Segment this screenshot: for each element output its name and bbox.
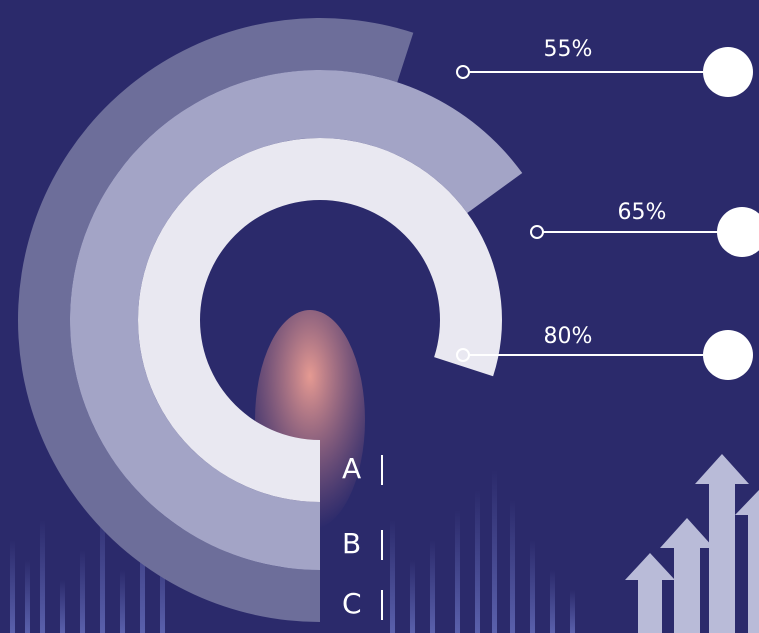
ring: [70, 70, 523, 570]
category-label: A: [342, 452, 361, 485]
connector-knob: [703, 47, 753, 97]
connector-knob: [703, 330, 753, 380]
ring: [138, 138, 503, 502]
connector-dot: [456, 348, 470, 362]
value-label: 65%: [618, 200, 667, 225]
connector-dot: [530, 225, 544, 239]
connector-knob: [717, 207, 759, 257]
value-label: 80%: [544, 324, 593, 349]
category-label: B: [342, 527, 361, 560]
ring: [18, 18, 414, 623]
arrows-icon: [625, 454, 759, 633]
connector-dot: [456, 65, 470, 79]
value-label: 55%: [544, 37, 593, 62]
category-label: C: [342, 587, 362, 620]
